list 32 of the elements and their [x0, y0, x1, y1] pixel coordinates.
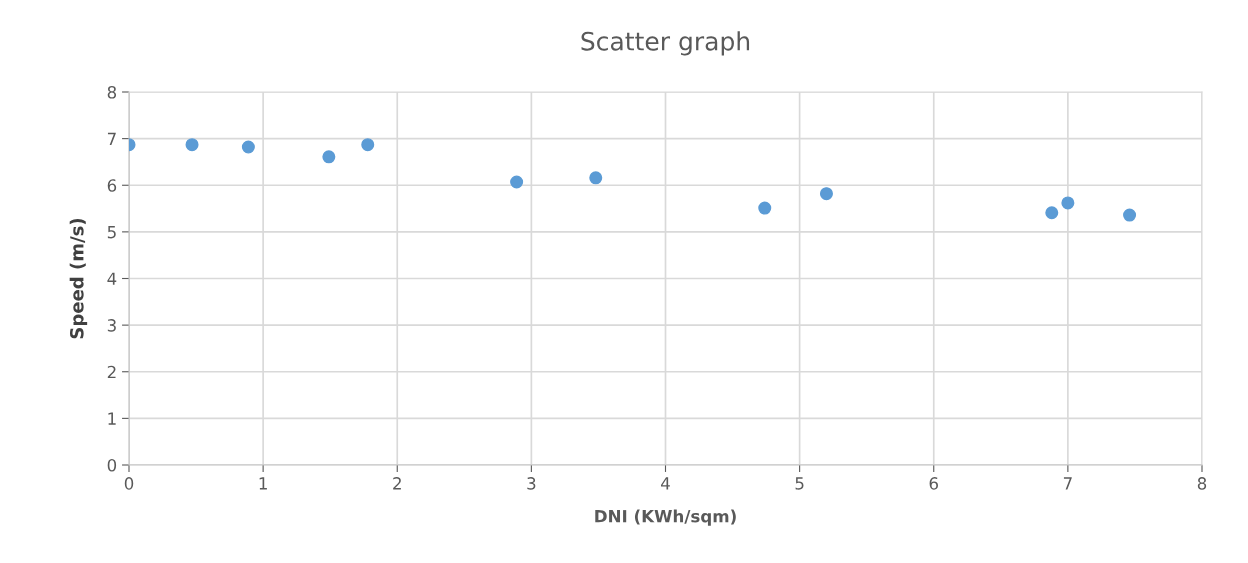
x-tick-label: 4	[661, 477, 670, 490]
point	[819, 187, 833, 201]
point	[185, 138, 199, 152]
point	[1123, 208, 1137, 222]
point	[589, 171, 603, 185]
y-axis-title: Speed (m/s)	[69, 218, 88, 339]
x-tick-label: 8	[1197, 477, 1207, 490]
chart-title: Scatter graph	[581, 31, 750, 56]
point	[510, 175, 524, 189]
y-tick-label: 3	[107, 319, 116, 332]
x-tick-label: 7	[1063, 477, 1072, 490]
point	[1045, 206, 1059, 220]
x-tick-label: 5	[795, 477, 804, 490]
point	[241, 140, 255, 154]
x-axis-title: DNI (KWh/sqm)	[595, 509, 736, 526]
point	[361, 138, 375, 152]
y-tick-label: 7	[107, 132, 116, 145]
x-tick-label: 0	[124, 477, 134, 490]
point	[758, 201, 772, 215]
y-tick-label: 2	[107, 365, 116, 379]
point	[1061, 196, 1075, 210]
y-tick-label: 8	[107, 85, 117, 99]
y-tick-label: 6	[107, 179, 117, 192]
y-tick-label: 5	[107, 226, 116, 239]
x-tick-label: 6	[929, 477, 938, 490]
y-tick-label: 0	[107, 458, 117, 472]
y-tick-label: 1	[108, 412, 116, 425]
x-tick-label: 1	[259, 477, 267, 490]
point	[322, 150, 336, 164]
x-tick-label: 2	[393, 477, 401, 490]
y-tick-label: 4	[107, 272, 117, 285]
x-tick-label: 3	[527, 477, 536, 490]
